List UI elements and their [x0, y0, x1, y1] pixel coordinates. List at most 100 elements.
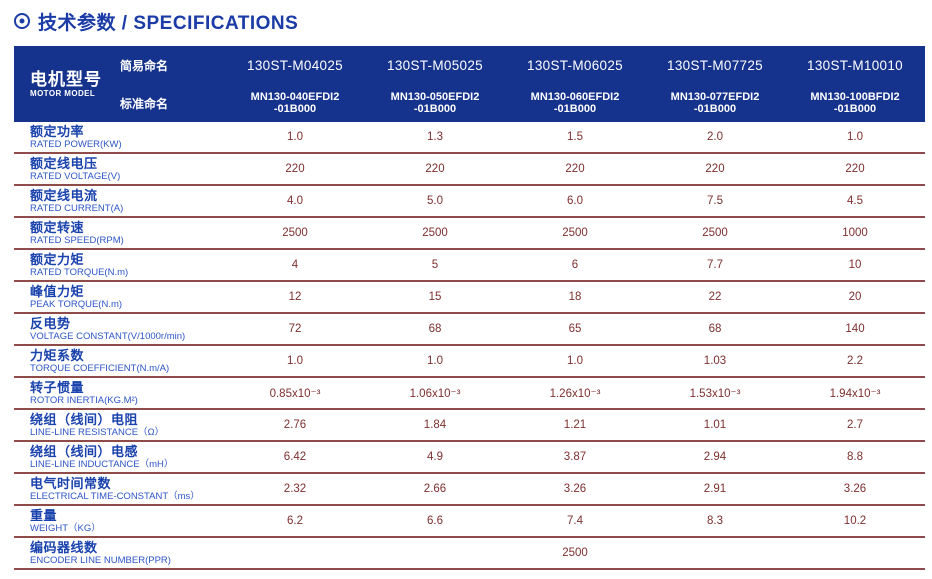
row-label-zh: 反电势: [30, 315, 71, 331]
row-label-en: RATED POWER(KW): [30, 138, 122, 150]
row-label: 重量 WEIGHT（KG）: [14, 508, 225, 534]
row-label: 电气时间常数 ELECTRICAL TIME-CONSTANT（ms）: [14, 476, 225, 502]
value-cell: 3.87: [563, 451, 587, 463]
row-label-zh: 力矩系数: [30, 347, 85, 363]
value-cell: 68: [428, 323, 442, 335]
model-standard-line1: MN130-060EFDI2: [530, 90, 620, 103]
row-label: 编码器线数 ENCODER LINE NUMBER(PPR): [14, 540, 225, 566]
value-cell: 220: [425, 163, 445, 175]
model-standard-line1: MN130-040EFDI2: [250, 90, 340, 103]
row-label: 额定线电压 RATED VOLTAGE(V): [14, 156, 225, 182]
model-column-header: 130ST-M10010 MN130-100BFDI2 -01B000: [785, 46, 925, 122]
model-standard-line2: -01B000: [413, 103, 457, 115]
row-label-en: LINE-LINE RESISTANCE（Ω）: [30, 426, 165, 438]
value-cell: 20: [848, 291, 862, 303]
model-standard-line1: MN130-077EFDI2: [670, 90, 760, 103]
table-row: 重量 WEIGHT（KG） 6.2 6.6 7.4 8.3 10.2: [14, 506, 925, 538]
value-cell: 6.0: [567, 195, 583, 207]
row-label: 额定转速 RATED SPEED(RPM): [14, 219, 225, 246]
value-cell: 220: [565, 163, 585, 175]
naming-labels: 简易命名 标准命名: [120, 46, 225, 122]
value-cell: 2.2: [847, 355, 863, 367]
value-cell: 1.0: [847, 131, 863, 143]
value-cell: 2500: [422, 227, 448, 239]
value-cell: 3.26: [843, 483, 867, 495]
value-cell: 1.26x10⁻³: [549, 388, 601, 400]
table-row: 电气时间常数 ELECTRICAL TIME-CONSTANT（ms） 2.32…: [14, 474, 925, 506]
value-cell: 2.91: [703, 483, 727, 495]
value-cell: 4.5: [847, 195, 863, 207]
model-standard-line2: -01B000: [693, 103, 737, 115]
row-label: 转子惯量 ROTOR INERTIA(KG.M²): [14, 379, 225, 406]
table-row: 额定功率 RATED POWER(KW) 1.0 1.3 1.5 2.0 1.0: [14, 122, 925, 154]
row-label-zh: 额定转速: [30, 219, 85, 235]
value-cell: 4: [291, 259, 299, 271]
model-standard-name: MN130-077EFDI2 -01B000: [645, 84, 785, 122]
value-cell: 15: [428, 291, 442, 303]
value-cell: 68: [708, 323, 722, 335]
model-column-header: 130ST-M04025 MN130-040EFDI2 -01B000: [225, 46, 365, 122]
value-cell: 8.8: [847, 451, 863, 463]
model-standard-line2: -01B000: [833, 103, 877, 115]
value-cell: 6.42: [283, 451, 307, 463]
value-cell: 220: [285, 163, 305, 175]
value-cell: 1000: [842, 227, 868, 239]
value-cell: 1.53x10⁻³: [689, 388, 741, 400]
value-cell: 1.0: [427, 355, 443, 367]
value-cell: 6: [571, 259, 579, 271]
value-cell: 0.85x10⁻³: [269, 388, 321, 400]
model-standard-name: MN130-050EFDI2 -01B000: [365, 84, 505, 122]
row-label-en: VOLTAGE CONSTANT(V/1000r/min): [30, 330, 186, 342]
model-standard-line1: MN130-050EFDI2: [390, 90, 480, 103]
row-label: 额定功率 RATED POWER(KW): [14, 123, 225, 150]
value-cell: 220: [705, 163, 725, 175]
value-cell: 1.21: [563, 419, 587, 431]
value-cell: 6.2: [287, 515, 303, 527]
value-cell: 1.5: [567, 131, 583, 143]
table-row: 编码器线数 ENCODER LINE NUMBER(PPR) 2500: [14, 538, 925, 570]
row-label: 额定线电流 RATED CURRENT(A): [14, 187, 225, 214]
specifications-table: 电机型号 MOTOR MODEL 简易命名 标准命名 130ST-M04025 …: [14, 46, 925, 570]
motor-model-title: 电机型号 MOTOR MODEL: [14, 46, 120, 122]
model-standard-name: MN130-060EFDI2 -01B000: [505, 84, 645, 122]
standard-name-label: 标准命名: [120, 96, 169, 111]
motor-model-header-cell: 电机型号 MOTOR MODEL 简易命名 标准命名: [14, 46, 225, 122]
model-simple-name: 130ST-M10010: [807, 57, 903, 73]
value-cell: 3.26: [563, 483, 587, 495]
row-label-zh: 额定功率: [30, 123, 85, 139]
value-cell: 12: [288, 291, 302, 303]
model-simple-name: 130ST-M05025: [387, 57, 483, 73]
row-label-zh: 绕组（线间）电阻: [30, 411, 139, 427]
value-cell: 2500: [702, 227, 728, 239]
row-label-en: RATED TORQUE(N.m): [30, 266, 129, 278]
table-row: 额定线电压 RATED VOLTAGE(V) 220 220 220 220 220: [14, 154, 925, 186]
value-cell: 2.7: [847, 419, 863, 431]
row-label-zh: 峰值力矩: [30, 283, 85, 299]
value-cell: 1.0: [287, 355, 303, 367]
value-cell: 22: [708, 291, 722, 303]
value-cell: 10: [848, 259, 862, 271]
value-cell: 5.0: [427, 195, 443, 207]
value-cell: 1.06x10⁻³: [409, 388, 461, 400]
value-cell: 1.84: [423, 419, 447, 431]
value-cell: 8.3: [707, 515, 723, 527]
value-cell: 1.01: [703, 419, 727, 431]
value-cell: 2.94: [703, 451, 727, 463]
row-label-zh: 额定线电流: [30, 187, 98, 203]
model-simple-name: 130ST-M07725: [667, 57, 763, 73]
model-standard-line1: MN130-100BFDI2: [810, 90, 900, 103]
value-cell: 2500: [562, 227, 588, 239]
value-cell: 1.94x10⁻³: [829, 388, 881, 400]
table-row: 峰值力矩 PEAK TORQUE(N.m) 12 15 18 22 20: [14, 282, 925, 314]
table-body: 额定功率 RATED POWER(KW) 1.0 1.3 1.5 2.0 1.0 额定线…: [14, 122, 925, 570]
value-cell: 220: [845, 163, 865, 175]
row-label-en: LINE-LINE INDUCTANCE（mH）: [30, 458, 174, 470]
row-label: 额定力矩 RATED TORQUE(N.m): [14, 252, 225, 278]
value-cell: 2500: [282, 227, 308, 239]
value-cell: 6.6: [427, 515, 443, 527]
row-label-zh: 转子惯量: [30, 379, 85, 395]
value-cell: 10.2: [843, 515, 867, 527]
value-cell: 1.3: [427, 131, 443, 143]
model-standard-line2: -01B000: [553, 103, 597, 115]
